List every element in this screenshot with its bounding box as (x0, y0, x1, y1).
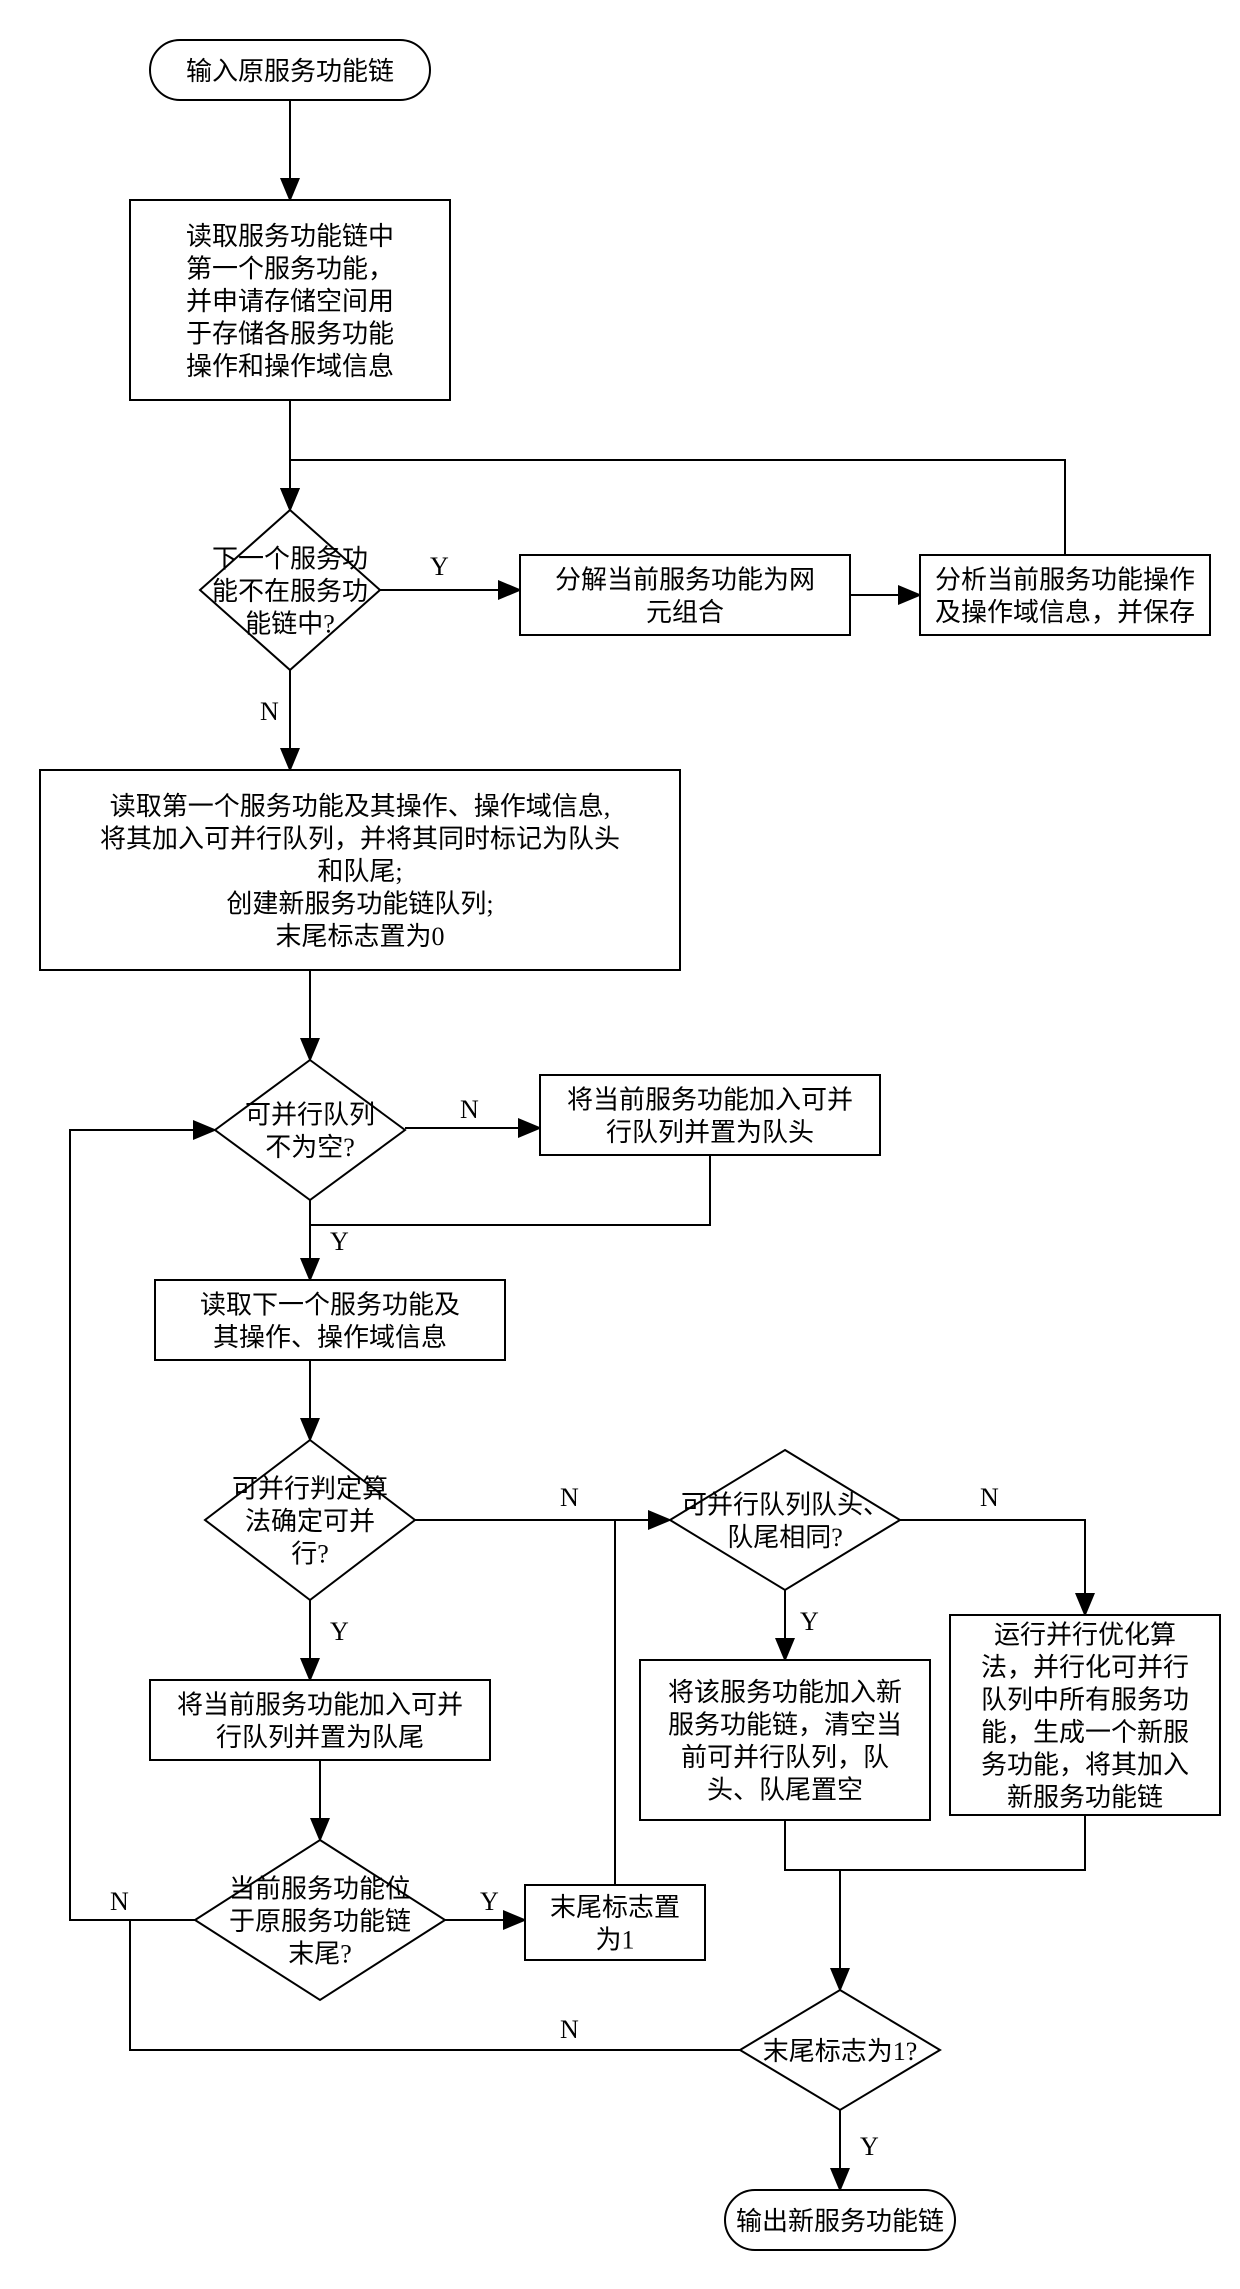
node-text: 可并行判定算 (232, 1474, 388, 1503)
node-text: 行? (291, 1539, 329, 1568)
edge-label: N (110, 1887, 129, 1916)
edge-label: Y (800, 1607, 819, 1636)
node-text: 队尾相同? (727, 1523, 843, 1552)
edge-label: N (460, 1095, 479, 1124)
node-text: 能，生成一个新服 (981, 1718, 1189, 1747)
edge-label: N (560, 2015, 579, 2044)
node-text: 服务功能链，清空当 (668, 1711, 902, 1740)
edge (840, 1815, 1085, 1870)
node-text: 务功能，将其加入 (981, 1751, 1189, 1780)
node-text: 创建新服务功能链队列; (226, 889, 493, 918)
node-n6: 读取下一个服务功能及其操作、操作域信息 (155, 1280, 505, 1360)
node-n9: 运行并行优化算法，并行化可并行队列中所有服务功能，生成一个新服务功能，将其加入新… (950, 1615, 1220, 1815)
node-n5: 将当前服务功能加入可并行队列并置为队头 (540, 1075, 880, 1155)
node-text: 新服务功能链 (1007, 1783, 1163, 1812)
node-text: 末尾标志置为0 (275, 922, 444, 951)
node-text: 队列中所有服务功 (981, 1686, 1189, 1715)
node-n8: 将该服务功能加入新服务功能链，清空当前可并行队列，队头、队尾置空 (640, 1660, 930, 1820)
node-text: 末尾? (288, 1939, 352, 1968)
node-n2: 分解当前服务功能为网元组合 (520, 555, 850, 635)
node-n1: 读取服务功能链中第一个服务功能， 并申请存储空间用于存储各服务功能操作和操作域信息 (130, 200, 450, 400)
node-d3: 可并行判定算法确定可并行? (205, 1440, 415, 1600)
node-text: 头、队尾置空 (707, 1776, 863, 1805)
edge-label: Y (330, 1227, 349, 1256)
node-text: 于原服务功能链 (229, 1907, 411, 1936)
node-text: 行队列并置为队头 (606, 1118, 814, 1147)
node-text: 分解当前服务功能为网 (555, 566, 815, 595)
edge (290, 460, 1065, 555)
node-text: 当前服务功能位 (229, 1874, 411, 1903)
edge (310, 1155, 710, 1225)
node-text: 将当前服务功能加入可并 (177, 1691, 463, 1720)
node-text: 可并行队列队头、 (681, 1491, 889, 1520)
node-d6: 末尾标志为1? (740, 1990, 940, 2110)
node-text: 读取下一个服务功能及 (200, 1291, 460, 1320)
node-text: 法，并行化可并行 (981, 1653, 1189, 1682)
edge-label: N (260, 697, 279, 726)
node-n4: 读取第一个服务功能及其操作、操作域信息, 将其加入可并行队列，并将其同时标记为队头… (40, 770, 680, 970)
edge-label: Y (430, 552, 449, 581)
node-text: 能不在服务功 (212, 577, 368, 606)
node-text: 输入原服务功能链 (186, 57, 394, 86)
edge (900, 1520, 1085, 1615)
node-text: 能链中? (245, 609, 335, 638)
node-text: 法确定可并 (245, 1507, 375, 1536)
node-n7: 将当前服务功能加入可并行队列并置为队尾 (150, 1680, 490, 1760)
node-n10: 末尾标志置为1 (525, 1885, 705, 1960)
node-text: 下一个服务功 (212, 544, 368, 573)
edge-label: Y (330, 1617, 349, 1646)
node-text: 操作和操作域信息 (186, 352, 394, 381)
node-text: 末尾标志为1? (763, 2037, 918, 2066)
node-text: 末尾标志置 (550, 1893, 680, 1922)
node-text: 可并行队列 (245, 1101, 375, 1130)
node-end: 输出新服务功能链 (725, 2190, 955, 2250)
node-text: 并申请存储空间用 (186, 287, 394, 316)
node-text: 元组合 (646, 598, 724, 627)
node-text: 第一个服务功能， (186, 254, 394, 283)
edge-label: N (980, 1483, 999, 1512)
node-text: 于存储各服务功能 (186, 319, 394, 348)
node-start: 输入原服务功能链 (150, 40, 430, 100)
node-text: 其操作、操作域信息 (213, 1323, 447, 1352)
node-text: 和队尾; (317, 857, 402, 886)
node-d5: 当前服务功能位于原服务功能链末尾? (195, 1840, 445, 2000)
edge (785, 1820, 840, 1990)
edge-label: N (560, 1483, 579, 1512)
node-d4: 可并行队列队头、队尾相同? (670, 1450, 900, 1590)
node-text: 不为空? (265, 1133, 355, 1162)
node-text: 读取第一个服务功能及其操作、操作域信息, (110, 792, 611, 821)
node-text: 为1 (595, 1926, 634, 1955)
node-n3: 分析当前服务功能操作及操作域信息，并保存 (920, 555, 1210, 635)
node-text: 将当前服务功能加入可并 (567, 1086, 853, 1115)
node-text: 将该服务功能加入新 (668, 1678, 902, 1707)
node-text: 分析当前服务功能操作 (935, 566, 1195, 595)
node-text: 行队列并置为队尾 (216, 1723, 424, 1752)
node-text: 及操作域信息，并保存 (935, 598, 1195, 627)
edge-label: Y (860, 2132, 879, 2161)
edge (70, 1130, 215, 1920)
node-d2: 可并行队列不为空? (215, 1060, 405, 1200)
node-text: 将其加入可并行队列，并将其同时标记为队头 (100, 824, 620, 853)
node-text: 读取服务功能链中 (186, 222, 394, 251)
flowchart-canvas: 输入原服务功能链读取服务功能链中第一个服务功能， 并申请存储空间用于存储各服务功能… (0, 0, 1240, 2289)
edge-label: Y (480, 1887, 499, 1916)
node-text: 运行并行优化算 (994, 1621, 1176, 1650)
node-text: 前可并行队列，队 (681, 1743, 889, 1772)
node-d1: 下一个服务功能不在服务功能链中? (200, 510, 380, 670)
node-text: 输出新服务功能链 (736, 2207, 944, 2236)
